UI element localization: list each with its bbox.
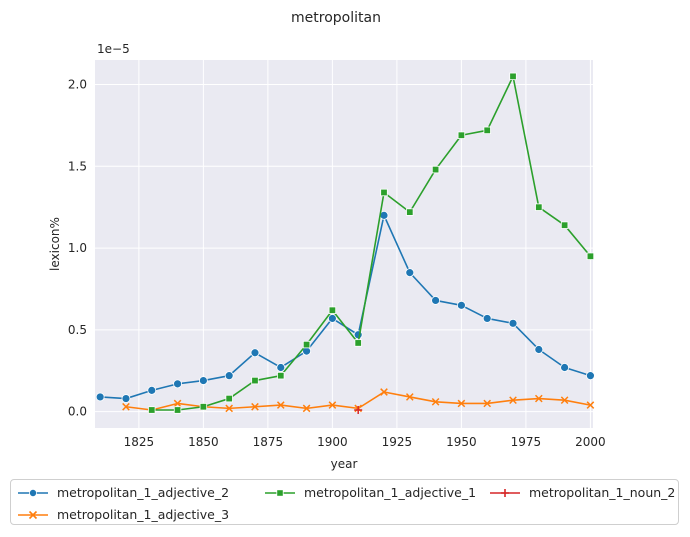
legend-marker-square-icon: [265, 488, 295, 497]
data-point: [457, 131, 466, 139]
legend-item-adjective-1: metropolitan_1_adjective_1: [264, 485, 476, 500]
x-tick-label: 1825: [124, 435, 155, 449]
legend-label: metropolitan_1_adjective_2: [57, 485, 230, 500]
data-point: [534, 345, 544, 354]
data-point: [560, 363, 570, 372]
data-point: [95, 392, 105, 402]
plot-area: [95, 60, 593, 428]
y-tick-label: 0.5: [68, 323, 87, 337]
legend-item-adjective-3: metropolitan_1_adjective_3: [17, 507, 229, 522]
data-point: [535, 203, 543, 211]
data-point: [224, 371, 234, 381]
data-point: [302, 404, 311, 413]
data-point: [354, 339, 362, 347]
legend-marker-plus-icon: [490, 488, 520, 497]
series-metropolitan_1_noun_2: [354, 406, 363, 415]
data-point: [431, 398, 440, 406]
data-point: [405, 393, 414, 401]
data-point: [508, 318, 518, 328]
data-point: [482, 314, 492, 323]
data-point: [406, 208, 414, 216]
y-tick-label: 1.5: [68, 159, 87, 173]
legend-label: metropolitan_1_adjective_1: [304, 485, 477, 500]
legend-item-adjective-2: metropolitan_1_adjective_2: [17, 485, 229, 500]
data-point: [225, 404, 234, 413]
x-tick-label: 1900: [317, 435, 348, 449]
data-point: [405, 268, 415, 278]
data-point: [328, 306, 337, 314]
data-point: [560, 221, 569, 229]
data-point: [199, 403, 208, 411]
x-tick-label: 1975: [511, 435, 542, 449]
x-tick-label: 1950: [446, 435, 477, 449]
legend: metropolitan_1_adjective_2 metropolitan_…: [10, 479, 679, 525]
data-point: [483, 399, 492, 408]
y-offset-label: 1e−5: [97, 42, 130, 56]
y-tick-labels: 0.0 0.5 1.0 1.5 2.0: [68, 78, 87, 419]
x-tick-label: 1925: [382, 435, 413, 449]
data-point: [173, 406, 182, 414]
legend-marker-x-icon: [18, 510, 48, 519]
data-point: [173, 399, 182, 408]
data-point: [302, 340, 311, 349]
data-point: [225, 394, 233, 403]
data-point: [121, 394, 131, 403]
data-point: [148, 406, 156, 414]
legend-label: metropolitan_1_noun_2: [529, 485, 676, 500]
series-group: [95, 72, 595, 415]
data-point: [250, 348, 260, 358]
data-point: [560, 396, 569, 405]
data-point: [353, 330, 363, 340]
x-tick-label: 1850: [188, 435, 219, 449]
data-point: [483, 126, 491, 135]
data-point: [457, 300, 466, 310]
x-tick-label: 1875: [253, 435, 284, 449]
data-point: [173, 379, 182, 389]
data-point: [198, 376, 208, 385]
data-point: [586, 252, 595, 260]
data-point: [328, 401, 337, 409]
data-point: [354, 406, 363, 415]
series-line: [151, 75, 592, 411]
y-tick-label: 2.0: [68, 78, 87, 92]
series-metropolitan_1_adjective_1: [148, 72, 595, 414]
data-point: [509, 72, 517, 81]
y-tick-label: 0.0: [68, 405, 87, 419]
data-point: [277, 371, 285, 380]
data-point: [251, 402, 259, 411]
x-tick-label: 2000: [575, 435, 606, 449]
legend-marker-circle-icon: [18, 488, 48, 497]
data-point: [147, 385, 157, 395]
y-tick-label: 1.0: [68, 241, 87, 255]
data-point: [276, 401, 285, 409]
data-point: [457, 399, 466, 408]
data-point: [122, 402, 130, 411]
data-point: [586, 371, 595, 381]
data-point: [586, 401, 595, 409]
data-point: [251, 376, 259, 385]
data-point: [431, 165, 440, 174]
x-axis-label: year: [331, 457, 358, 471]
data-point: [276, 363, 286, 372]
y-axis-label: lexicon%: [48, 217, 62, 271]
data-point: [534, 394, 543, 403]
data-point: [327, 314, 337, 323]
data-point: [431, 296, 441, 305]
data-point: [509, 396, 517, 405]
legend-item-noun-2: metropolitan_1_noun_2: [489, 485, 675, 500]
data-point: [380, 388, 388, 396]
legend-label: metropolitan_1_adjective_3: [57, 507, 230, 522]
x-tick-labels: 1825 1850 1875 1900 1925 1950 1975 2000: [124, 435, 606, 449]
chart-title: metropolitan: [291, 10, 381, 26]
data-point: [380, 188, 388, 197]
